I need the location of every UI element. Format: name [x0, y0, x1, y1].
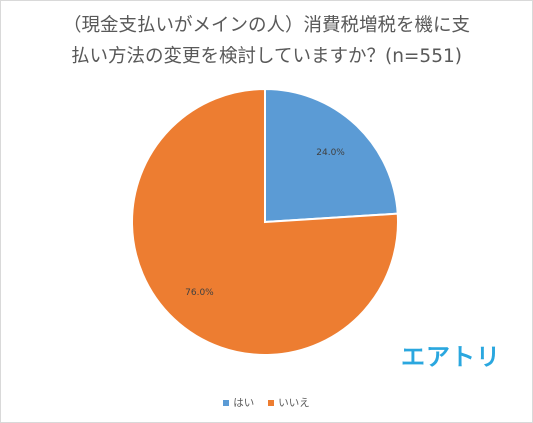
pie-data-labels: 24.0% 76.0% [185, 148, 345, 298]
data-label-no: 76.0% [185, 288, 214, 298]
legend-item-no: いいえ [268, 395, 310, 410]
legend-label-no: いいえ [278, 397, 310, 409]
chart-title-line-1: （現金支払いがメインの人）消費税増税を機に支 [62, 15, 470, 36]
chart-title: （現金支払いがメインの人）消費税増税を機に支 払い方法の変更を検討していますか？… [0, 10, 533, 72]
data-label-yes: 24.0% [316, 148, 345, 158]
pie-slice-yes [264, 87, 399, 224]
legend-label-yes: はい [233, 397, 255, 409]
chart-legend: はい いいえ [0, 395, 533, 410]
legend-swatch-yes [223, 399, 230, 406]
legend-swatch-no [268, 399, 275, 406]
pie-slice-no [131, 87, 399, 356]
brand-logo: エアトリ [401, 343, 501, 371]
chart-title-line-2: 払い方法の変更を検討していますか？(n=551) [71, 46, 462, 67]
legend-item-yes: はい [223, 395, 254, 410]
pie-slices [131, 87, 399, 356]
